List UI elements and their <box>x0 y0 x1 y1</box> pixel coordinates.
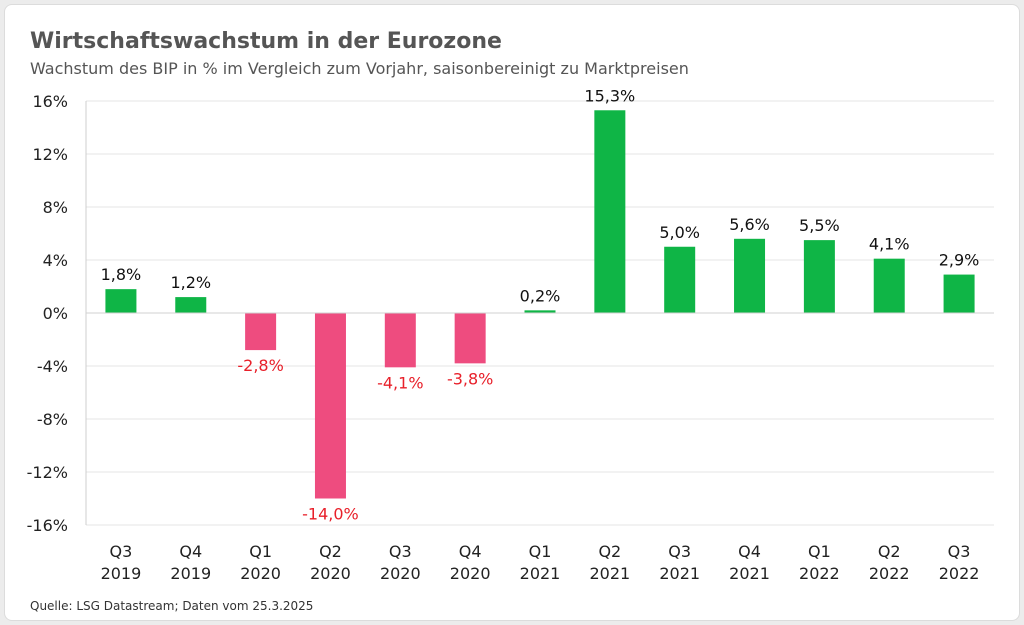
y-tick-label: 0% <box>43 304 68 323</box>
x-tick-label: Q3 2021 <box>659 542 700 583</box>
x-tick-label: Q4 2020 <box>450 542 491 583</box>
x-tick-label: Q3 2019 <box>101 542 142 583</box>
data-label: 2,9% <box>939 251 980 270</box>
data-label: 5,5% <box>799 216 840 235</box>
bar <box>803 240 835 313</box>
bar <box>943 274 975 313</box>
data-label: 1,2% <box>170 273 211 292</box>
y-tick-label: -4% <box>37 357 68 376</box>
y-tick-label: -16% <box>27 516 68 535</box>
data-label: -14,0% <box>302 505 359 524</box>
chart-subtitle: Wachstum des BIP in % im Vergleich zum V… <box>30 59 689 78</box>
data-label: 4,1% <box>869 235 910 254</box>
bar <box>454 313 486 364</box>
x-tick-label: Q4 2019 <box>170 542 211 583</box>
x-tick-label: Q3 2020 <box>380 542 421 583</box>
x-tick-label: Q3 2022 <box>939 542 980 583</box>
bar <box>524 310 556 313</box>
data-label: -3,8% <box>447 369 493 388</box>
bar <box>594 110 626 314</box>
y-tick-label: -12% <box>27 463 68 482</box>
x-tick-label: Q1 2021 <box>520 542 561 583</box>
bar <box>734 238 766 313</box>
data-label: 5,0% <box>659 223 700 242</box>
data-label: 5,6% <box>729 215 770 234</box>
bar <box>664 246 696 313</box>
y-tick-label: -8% <box>37 410 68 429</box>
bar <box>384 313 416 368</box>
y-tick-label: 12% <box>32 145 68 164</box>
bar <box>245 313 277 351</box>
chart-title: Wirtschaftswachstum in der Eurozone <box>30 29 502 54</box>
y-tick-label: 8% <box>43 198 68 217</box>
y-tick-label: 4% <box>43 251 68 270</box>
x-tick-label: Q2 2021 <box>589 542 630 583</box>
y-tick-label: 16% <box>32 92 68 111</box>
x-tick-label: Q2 2020 <box>310 542 351 583</box>
data-label: -2,8% <box>237 356 283 375</box>
data-label: 0,2% <box>520 286 561 305</box>
source-note: Quelle: LSG Datastream; Daten vom 25.3.2… <box>30 599 314 613</box>
bar <box>314 313 346 499</box>
bar <box>105 289 137 313</box>
bar <box>873 258 905 313</box>
data-label: 15,3% <box>584 86 635 105</box>
x-tick-label: Q1 2022 <box>799 542 840 583</box>
bar <box>175 297 207 313</box>
x-tick-label: Q2 2022 <box>869 542 910 583</box>
x-tick-label: Q1 2020 <box>240 542 281 583</box>
data-label: -4,1% <box>377 373 423 392</box>
x-tick-label: Q4 2021 <box>729 542 770 583</box>
data-label: 1,8% <box>101 265 142 284</box>
